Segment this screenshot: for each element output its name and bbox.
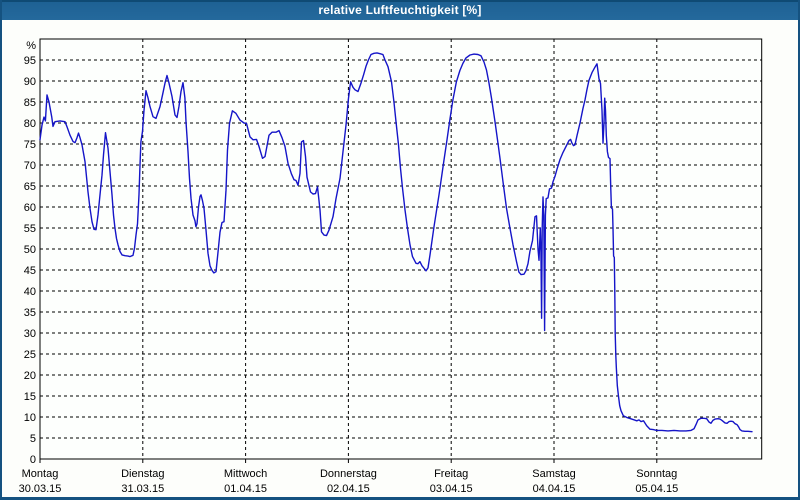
y-tick-label: 5 — [30, 433, 36, 445]
y-tick-label: 30 — [24, 328, 36, 340]
x-date-label: 01.04.15 — [224, 483, 267, 495]
x-day-label: Sonntag — [636, 468, 677, 480]
x-date-label: 02.04.15 — [327, 483, 370, 495]
x-date-label: 30.03.15 — [19, 483, 62, 495]
y-tick-label: 80 — [24, 118, 36, 130]
titlebar[interactable]: relative Luftfeuchtigkeit [%] — [0, 0, 800, 20]
x-date-label: 31.03.15 — [121, 483, 164, 495]
y-tick-label: 60 — [24, 202, 36, 214]
y-tick-label: 55 — [24, 223, 36, 235]
y-tick-label: 15 — [24, 391, 36, 403]
x-day-label: Montag — [22, 468, 59, 480]
window-border-right — [798, 0, 800, 500]
y-tick-label: 45 — [24, 265, 36, 277]
y-tick-label: 75 — [24, 139, 36, 151]
window-title: relative Luftfeuchtigkeit [%] — [318, 3, 482, 17]
x-date-label: 04.04.15 — [533, 483, 576, 495]
y-tick-label: 20 — [24, 370, 36, 382]
y-axis-unit-label: % — [26, 40, 36, 52]
x-day-label: Freitag — [434, 468, 468, 480]
x-date-label: 03.04.15 — [430, 483, 473, 495]
y-tick-label: 25 — [24, 349, 36, 361]
y-origin-label: 0 — [30, 454, 36, 466]
y-tick-label: 85 — [24, 97, 36, 109]
x-day-label: Dienstag — [121, 468, 164, 480]
y-tick-label: 35 — [24, 307, 36, 319]
x-date-label: 05.04.15 — [635, 483, 678, 495]
x-day-label: Donnerstag — [320, 468, 377, 480]
y-tick-label: 70 — [24, 160, 36, 172]
y-tick-label: 95 — [24, 55, 36, 67]
y-tick-label: 50 — [24, 244, 36, 256]
chart-svg: 95 90 85 80 75 70 65 60 55 50 45 40 35 30 25 20 15 10 5% 0 M… — [19, 38, 763, 495]
y-tick-label: 10 — [24, 412, 36, 424]
x-day-label: Mittwoch — [224, 468, 267, 480]
y-tick-label: 40 — [24, 286, 36, 298]
x-day-label: Samstag — [532, 468, 575, 480]
y-tick-label: 65 — [24, 181, 36, 193]
window-border-bottom — [0, 497, 800, 500]
humidity-line — [39, 52, 753, 433]
y-tick-label: 90 — [24, 76, 36, 88]
window-border-left — [0, 0, 2, 500]
